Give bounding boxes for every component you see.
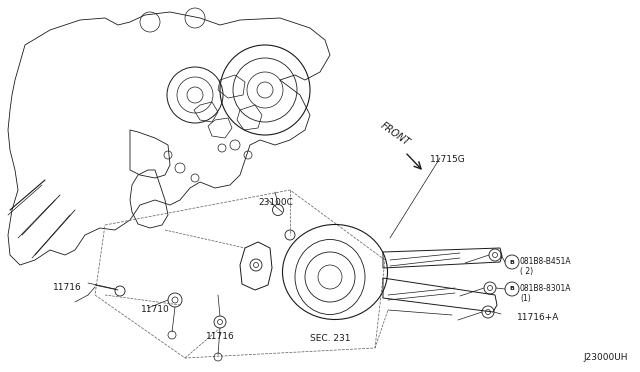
Text: 081B8-8301A: 081B8-8301A bbox=[520, 284, 572, 293]
Text: B: B bbox=[509, 286, 515, 292]
Text: (1): (1) bbox=[520, 294, 531, 303]
Text: 11716: 11716 bbox=[53, 283, 82, 292]
Text: 11710: 11710 bbox=[141, 305, 170, 314]
Text: ( 2): ( 2) bbox=[520, 267, 533, 276]
Text: 081B8-B451A: 081B8-B451A bbox=[520, 257, 572, 266]
Text: 11716+A: 11716+A bbox=[517, 313, 559, 322]
Text: 11716: 11716 bbox=[205, 332, 234, 341]
Text: J23000UH: J23000UH bbox=[584, 353, 628, 362]
Text: SEC. 231: SEC. 231 bbox=[310, 334, 350, 343]
Text: FRONT: FRONT bbox=[378, 121, 412, 148]
Text: B: B bbox=[509, 260, 515, 264]
Text: 11715G: 11715G bbox=[430, 155, 466, 164]
Text: 23100C: 23100C bbox=[258, 198, 293, 207]
